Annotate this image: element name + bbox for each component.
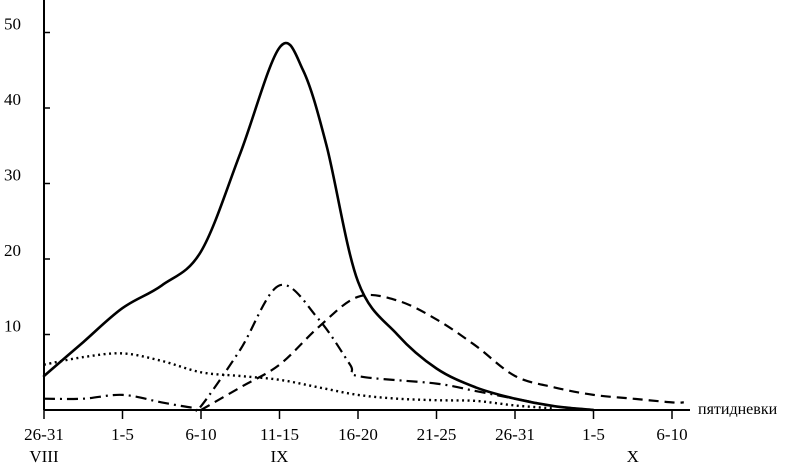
- x-tick-label: 6-10: [185, 425, 216, 444]
- month-labels: VIII IX X: [29, 447, 639, 463]
- month-label: IX: [271, 447, 289, 463]
- x-tick-label: 1-5: [111, 425, 134, 444]
- x-ticks: 26-31 1-5 6-10 11-15 16-20 21-25 26-31 1-5 6-10: [24, 410, 688, 444]
- x-tick-label: 26-31: [24, 425, 64, 444]
- x-tick-label: 11-15: [260, 425, 299, 444]
- x-tick-label: 1-5: [582, 425, 605, 444]
- y-tick-label: 40: [4, 90, 21, 109]
- series-group: [42, 41, 684, 413]
- y-tick-label: 20: [4, 241, 21, 260]
- month-label: X: [627, 447, 639, 463]
- y-tick-label: 10: [4, 317, 21, 336]
- month-label: VIII: [29, 447, 59, 463]
- y-tick-label: 50: [4, 15, 21, 34]
- x-axis: 26-31 1-5 6-10 11-15 16-20 21-25 26-31 1-5 6-10 …: [24, 401, 777, 444]
- x-tick-label: 21-25: [417, 425, 457, 444]
- series-line-dotted: [43, 352, 555, 410]
- x-tick-label: 26-31: [495, 425, 535, 444]
- series-line-solid: [42, 41, 595, 412]
- y-axis: 10 20 30 40 50: [4, 0, 50, 410]
- x-axis-label: пятидневки: [698, 401, 778, 418]
- series-line-dash-dot: [43, 283, 594, 413]
- y-tick-label: 30: [4, 166, 21, 185]
- series-line-dashed: [200, 293, 684, 411]
- x-tick-label: 6-10: [656, 425, 687, 444]
- x-tick-label: 16-20: [338, 425, 378, 444]
- y-ticks: 10 20 30 40 50: [4, 15, 50, 336]
